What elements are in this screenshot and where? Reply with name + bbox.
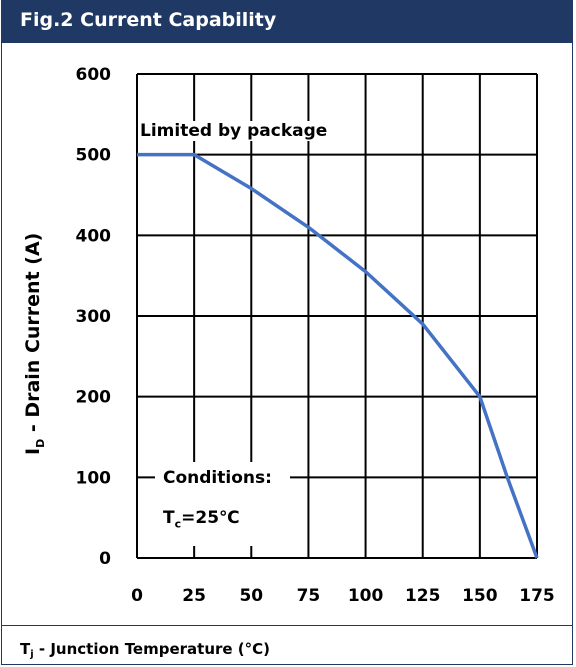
x-tick-label: 50 [239, 586, 263, 606]
x-tick-label: 25 [182, 586, 206, 606]
conditions-title: Conditions: [163, 468, 272, 488]
y-tick-label: 500 [76, 146, 112, 166]
y-tick-label: 100 [76, 468, 112, 488]
y-tick-label: 0 [99, 549, 111, 569]
y-tick-label: 200 [76, 388, 112, 408]
limit-annotation: Limited by package [138, 121, 330, 141]
y-tick-label: 400 [76, 226, 112, 246]
y-tick-label: 300 [76, 307, 112, 327]
y-axis-label: ID - Drain Current (A) [22, 232, 47, 455]
conditions-value: Tc=25℃ [163, 508, 240, 531]
x-tick-label: 175 [519, 586, 555, 606]
x-tick-label: 150 [462, 586, 498, 606]
conditions-box: Conditions: Tc=25℃ [155, 462, 290, 546]
title-bar: Fig.2 Current Capability [2, 1, 572, 43]
x-tick-label: 0 [131, 586, 143, 606]
series-line [137, 152, 539, 559]
x-tick-label: 125 [405, 586, 441, 606]
y-tick-label: 600 [76, 65, 112, 85]
x-axis-label: Tj - Junction Temperature (°C) [20, 640, 271, 660]
x-tick-label: 75 [297, 586, 321, 606]
chart-title: Fig.2 Current Capability [20, 9, 277, 31]
x-axis-label-bar: Tj - Junction Temperature (°C) [2, 625, 572, 666]
x-tick-label: 100 [348, 586, 384, 606]
